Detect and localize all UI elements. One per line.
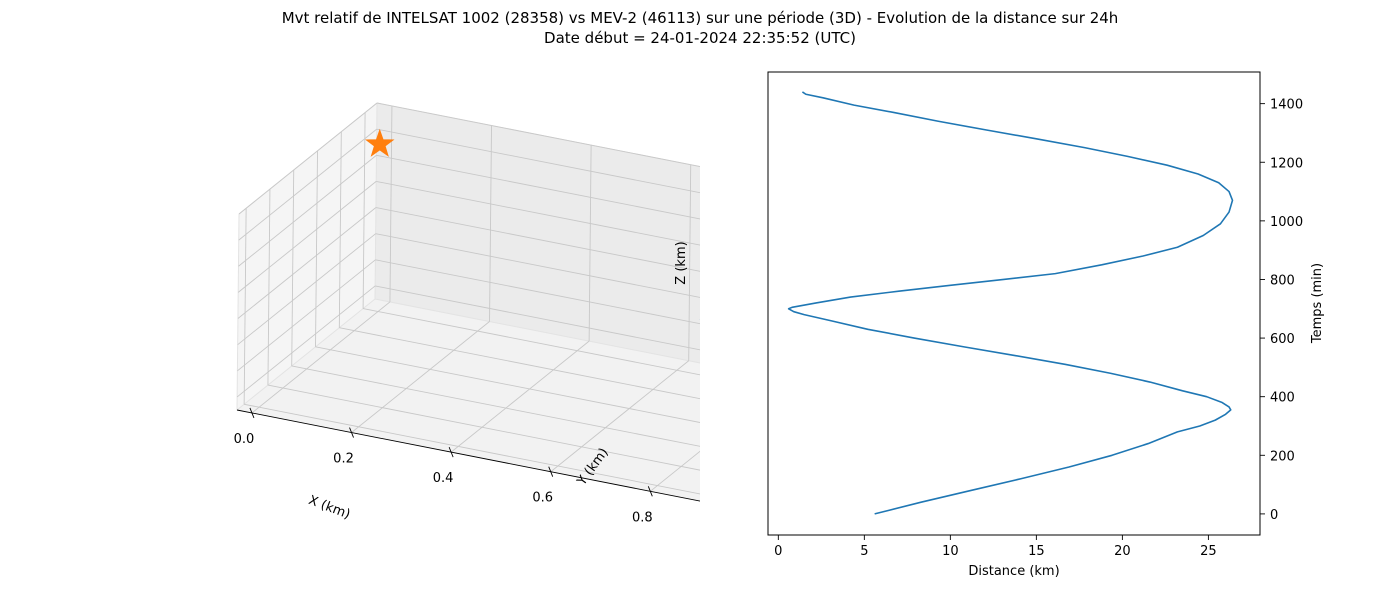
distance-line	[787, 91, 1234, 515]
grid-line-z	[237, 181, 377, 293]
trajectory-3d-plot: 0.00.20.40.60.80.00.10.20.30.40.50−2−4−6…	[234, 102, 700, 525]
x-tick-label: 5	[860, 544, 868, 559]
grid-line-z	[238, 102, 378, 215]
x-tick-label: 0.8	[632, 510, 653, 525]
grid-line-z	[375, 259, 700, 325]
x-tick	[647, 486, 653, 497]
grid-line-z	[376, 180, 700, 246]
grid-line-z	[236, 285, 376, 398]
grid-line-y	[315, 150, 318, 347]
floor-pane	[237, 299, 700, 502]
grid-line-x	[351, 321, 490, 433]
x-tick	[548, 466, 554, 477]
grid-line-z	[376, 128, 700, 194]
plot-frame	[767, 71, 1261, 536]
distance-time-plot: 0 5 10 15 20 25 0 200 400 600 800 1000 1200 1400 Dist…	[767, 71, 1325, 579]
grid-line-z	[376, 102, 700, 167]
left-pane	[237, 103, 377, 410]
grid-line-x	[550, 360, 689, 473]
pane-layer	[236, 102, 700, 502]
x-tick-label: 0.2	[333, 452, 354, 467]
grid-line-y	[338, 131, 342, 328]
axis-layer: 0.00.20.40.60.80.00.10.20.30.40.50−2−4−6…	[234, 407, 700, 525]
grid-line-z	[237, 259, 376, 372]
grid-line-y	[267, 189, 271, 386]
grid-line-x	[389, 105, 393, 302]
grid-line-x	[588, 145, 592, 342]
grid-line-x	[450, 340, 590, 453]
grid-line-y	[267, 384, 700, 471]
grid-line-x	[251, 301, 391, 414]
grid-line-z	[375, 233, 700, 298]
x-tick-label: 0.6	[532, 491, 553, 506]
ticks-layer: 0 5 10 15 20 25 0 200 400 600 800 1000 1200 1400	[774, 98, 1303, 559]
y-tick-label: 400	[1270, 391, 1295, 406]
x-tick-label: 25	[1200, 544, 1217, 559]
y-tick-label: 600	[1270, 332, 1295, 347]
grid-line-x	[489, 125, 492, 322]
grid-line-y	[243, 208, 247, 405]
x-axis-label: Distance (km)	[968, 564, 1059, 579]
grid-line-z	[238, 154, 377, 267]
x-tick-label: 0.4	[433, 471, 454, 486]
grid-line-y	[244, 403, 700, 495]
x-tick-label: 15	[1028, 544, 1045, 559]
grid-line-x	[650, 450, 700, 492]
x-tick-label: 0.0	[234, 432, 255, 447]
pane-edge	[236, 213, 240, 411]
grid-line-x	[688, 164, 692, 361]
grid-line-y	[339, 327, 700, 400]
figure-title-line-1: Mvt relatif de INTELSAT 1002 (28358) vs …	[281, 9, 1119, 27]
grid-line-z	[237, 233, 376, 346]
line-layer	[787, 91, 1234, 515]
grid-line-y	[315, 346, 700, 423]
x-tick-label: 20	[1114, 544, 1131, 559]
start-star-marker	[364, 128, 395, 157]
y-tick-label: 800	[1270, 273, 1295, 288]
grid-line-z	[376, 154, 700, 220]
figure-title-line-2: Date début = 24-01-2024 22:35:52 (UTC)	[544, 29, 856, 47]
pane-edge	[236, 298, 376, 411]
x-tick	[448, 446, 454, 458]
grid-line-z	[375, 207, 700, 272]
grid-line-z	[375, 285, 700, 351]
pane-edge	[374, 102, 378, 300]
grid-line-y	[291, 365, 700, 447]
y-tick-label: 1000	[1270, 215, 1303, 230]
grid-line-y	[291, 169, 295, 366]
y-tick-label: 200	[1270, 449, 1295, 464]
grid-line-y	[363, 308, 700, 376]
y-tick-label: 0	[1270, 508, 1278, 523]
x-tick-label: 0	[774, 544, 782, 559]
x-axis-label: X (km)	[306, 493, 352, 523]
y-axis-label: Temps (min)	[1310, 263, 1325, 344]
x-tick	[249, 407, 255, 419]
x-axis-line	[236, 409, 700, 502]
grid-line-z	[238, 128, 378, 241]
x-tick-label: 10	[942, 544, 959, 559]
y-tick-label: 1200	[1270, 156, 1303, 171]
grid-line-z	[237, 207, 377, 319]
pane-edge	[374, 298, 700, 364]
data-layer	[364, 128, 700, 321]
z-axis-label: Z (km)	[674, 241, 689, 284]
grid-line-y	[362, 112, 366, 309]
grid-layer	[236, 102, 700, 495]
back-pane	[375, 103, 700, 363]
y-tick-label: 1400	[1270, 98, 1303, 113]
x-tick	[349, 427, 354, 438]
